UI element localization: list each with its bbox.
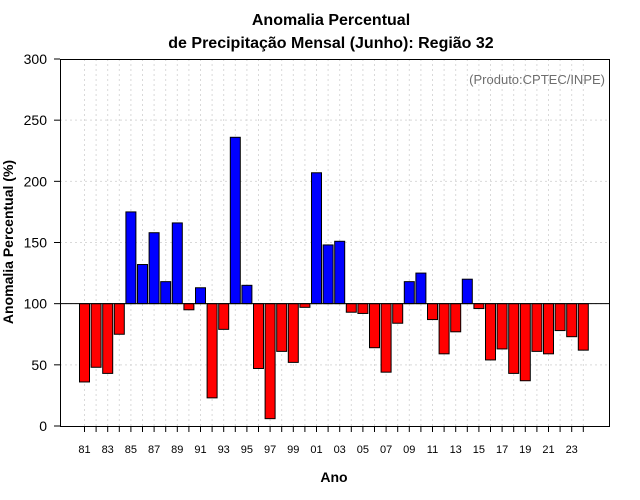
- bar-99: [287, 303, 299, 363]
- x-tick-label: 21: [542, 444, 554, 456]
- x-tick-label: 15: [473, 444, 485, 456]
- bar-22: [554, 303, 566, 332]
- bar-02: [322, 244, 334, 305]
- bar-01: [311, 172, 322, 305]
- bar-23: [566, 303, 578, 338]
- bar-82: [90, 303, 102, 368]
- x-tick-label: 87: [148, 444, 160, 456]
- y-tick-label: 150: [24, 235, 48, 251]
- y-axis-label: Anomalia Percentual (%): [0, 160, 16, 324]
- chart-title-line2: de Precipitação Mensal (Junho): Região 3…: [168, 35, 494, 52]
- bar-14: [461, 278, 473, 305]
- bar-97: [264, 303, 276, 420]
- y-axis: 0 50 100 150 200 250 300: [24, 51, 60, 434]
- bar-83: [102, 303, 114, 374]
- x-tick-label: 95: [241, 444, 253, 456]
- bar-03: [334, 240, 346, 305]
- bar-81: [79, 303, 90, 383]
- bar-98: [276, 303, 288, 352]
- bar-20: [531, 303, 543, 352]
- x-tick-label: 01: [310, 444, 322, 456]
- bar-84: [113, 303, 125, 335]
- x-tick-label: 19: [519, 444, 531, 456]
- bar-21: [543, 303, 554, 355]
- bar-19: [519, 303, 531, 382]
- bar-86: [137, 264, 148, 305]
- y-tick-label: 50: [31, 357, 47, 373]
- bar-88: [160, 281, 172, 305]
- chart-title-line1: Anomalia Percentual: [252, 12, 410, 29]
- x-tick-label: 85: [125, 444, 137, 456]
- y-tick-label: 250: [24, 112, 48, 128]
- bar-13: [450, 303, 462, 333]
- bar-15: [473, 303, 485, 310]
- bar-93: [218, 303, 230, 330]
- x-tick-label: 11: [427, 444, 438, 456]
- x-tick-label: 03: [334, 444, 346, 456]
- x-tick-label: 13: [450, 444, 462, 456]
- x-axis: 81 83 85 87 89 91 93 95 97 99 01 03 05 07 09 11 13 15 17 19…: [78, 426, 584, 456]
- bar-92: [206, 303, 218, 399]
- y-tick-label: 100: [24, 296, 48, 312]
- bar-18: [508, 303, 520, 374]
- bar-06: [369, 303, 380, 349]
- y-tick-label: 0: [39, 418, 47, 434]
- bar-07: [380, 303, 392, 373]
- y-tick-label: 300: [24, 51, 48, 67]
- x-tick-label: 97: [264, 444, 276, 456]
- bar-04: [345, 303, 357, 313]
- bar-10: [415, 272, 427, 305]
- bar-24: [577, 303, 589, 351]
- bar-11: [427, 303, 438, 321]
- bars: [79, 136, 589, 420]
- x-tick-label: 93: [218, 444, 230, 456]
- bar-16: [485, 303, 496, 361]
- x-tick-label: 83: [102, 444, 114, 456]
- bar-94: [229, 136, 241, 305]
- bar-89: [171, 222, 183, 305]
- x-axis-label: Ano: [320, 469, 347, 485]
- x-tick-label: 91: [194, 444, 206, 456]
- bar-95: [241, 284, 253, 305]
- bar-91: [195, 287, 206, 305]
- x-tick-label: 05: [357, 444, 369, 456]
- x-tick-label: 23: [566, 444, 578, 456]
- x-tick-label: 09: [403, 444, 415, 456]
- bar-12: [438, 303, 450, 355]
- bar-96: [253, 303, 264, 370]
- bar-08: [392, 303, 404, 324]
- bar-85: [125, 211, 137, 305]
- x-tick-label: 07: [380, 444, 392, 456]
- x-tick-label: 89: [171, 444, 183, 456]
- bar-00: [299, 303, 311, 308]
- bar-17: [496, 303, 508, 350]
- bar-87: [148, 232, 160, 305]
- x-tick-label: 99: [287, 444, 299, 456]
- x-tick-label: 81: [78, 444, 90, 456]
- x-tick-label: 17: [496, 444, 508, 456]
- bar-90: [183, 303, 195, 311]
- credit-text: (Produto:CPTEC/INPE): [469, 72, 605, 87]
- y-tick-label: 200: [24, 173, 48, 189]
- bar-05: [357, 303, 369, 314]
- bar-09: [403, 281, 415, 305]
- plot-frame: [60, 59, 610, 427]
